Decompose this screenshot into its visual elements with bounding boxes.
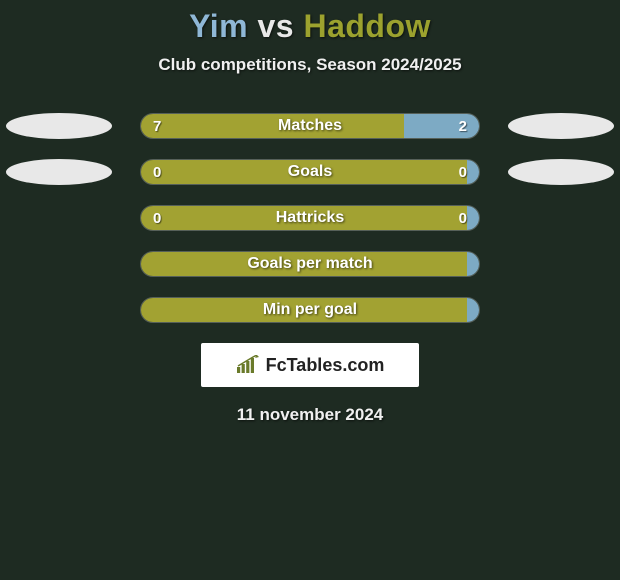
team-badge-right <box>508 159 614 185</box>
stat-row: 72Matches <box>0 113 620 139</box>
stat-value-left <box>141 298 467 322</box>
subtitle: Club competitions, Season 2024/2025 <box>0 55 620 75</box>
team-badge-left <box>6 113 112 139</box>
title-vs: vs <box>257 8 294 44</box>
stat-rows: 72Matches 00Goals 00Hattricks Goals per mat… <box>0 113 620 323</box>
stat-value-left <box>141 252 467 276</box>
stat-bar: Min per goal <box>140 297 480 323</box>
team-badge-left <box>6 159 112 185</box>
bar-chart-icon <box>236 355 260 375</box>
stat-bar: Goals per match <box>140 251 480 277</box>
stat-row: Goals per match <box>0 251 620 277</box>
title-player1: Yim <box>189 8 248 44</box>
stat-value-right: 2 <box>404 114 479 138</box>
team-badge-right <box>508 251 614 277</box>
page-title: Yim vs Haddow <box>0 8 620 45</box>
stat-value-left: 0 <box>141 160 467 184</box>
stat-value-right <box>467 298 479 322</box>
stat-row: 00Hattricks <box>0 205 620 231</box>
comparison-infographic: Yim vs Haddow Club competitions, Season … <box>0 0 620 580</box>
team-badge-left <box>6 205 112 231</box>
team-badge-right <box>508 297 614 323</box>
stat-value-left: 7 <box>141 114 404 138</box>
stat-value-right: 0 <box>467 206 479 230</box>
date-label: 11 november 2024 <box>0 405 620 425</box>
brand-text: FcTables.com <box>266 355 385 376</box>
title-player2: Haddow <box>303 8 430 44</box>
brand-badge: FcTables.com <box>201 343 419 387</box>
team-badge-left <box>6 297 112 323</box>
stat-bar: 72Matches <box>140 113 480 139</box>
team-badge-left <box>6 251 112 277</box>
stat-bar: 00Hattricks <box>140 205 480 231</box>
stat-value-right <box>467 252 479 276</box>
stat-bar: 00Goals <box>140 159 480 185</box>
team-badge-right <box>508 113 614 139</box>
stat-row: 00Goals <box>0 159 620 185</box>
stat-value-left: 0 <box>141 206 467 230</box>
stat-value-right: 0 <box>467 160 479 184</box>
team-badge-right <box>508 205 614 231</box>
stat-row: Min per goal <box>0 297 620 323</box>
